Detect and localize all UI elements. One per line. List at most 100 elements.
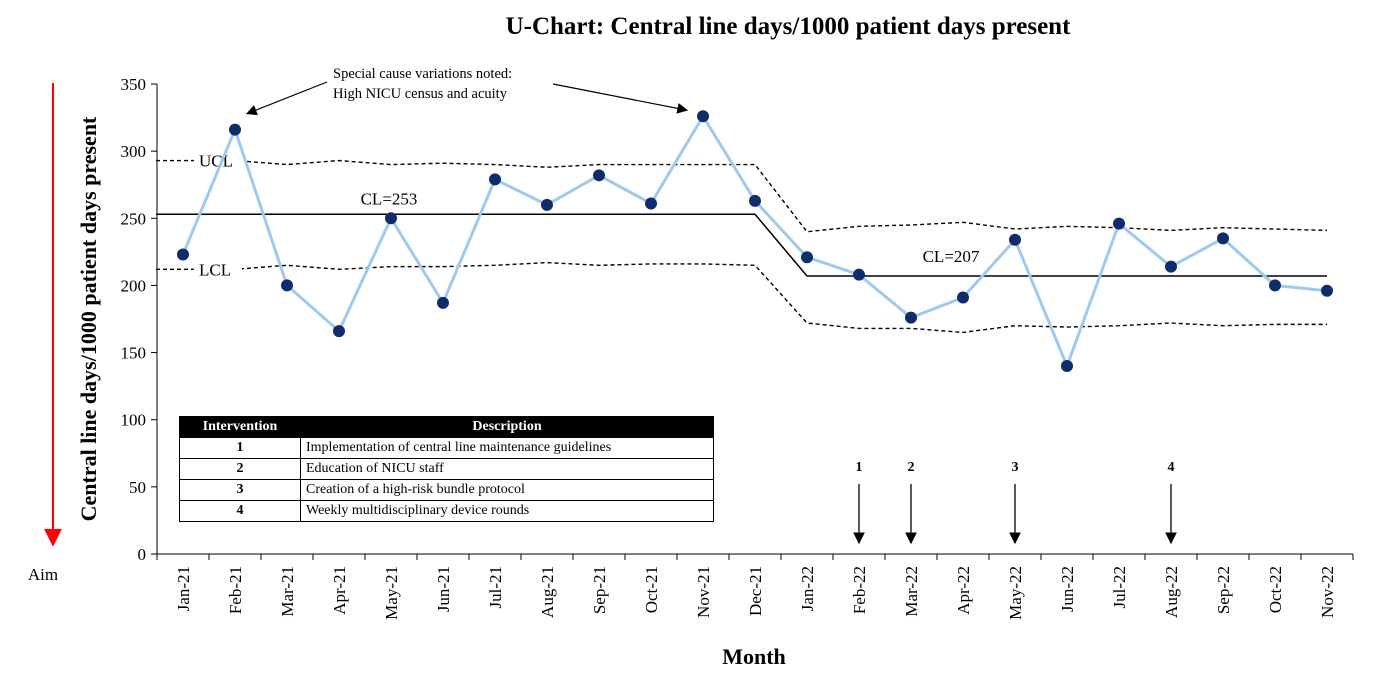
annotation-line-2: High NICU census and acuity xyxy=(333,86,508,102)
x-axis-ticks: Jan-21 Feb-21 Mar-21 Apr-21 May-21 Jun-21 Jul-… xyxy=(156,554,1354,620)
x-tick-label: Nov-22 xyxy=(1318,566,1337,618)
ucl-label-bg xyxy=(194,148,244,171)
axes xyxy=(156,84,1353,555)
x-tick-label: Jun-22 xyxy=(1058,566,1077,612)
intervention-number: 1 xyxy=(179,437,301,459)
table-row: 2 Education of NICU staff xyxy=(179,458,714,480)
x-tick-label: Jun-21 xyxy=(434,566,453,612)
data-point xyxy=(957,291,969,304)
cl-label-phase-1: CL=253 xyxy=(361,189,418,208)
annotation-line-1: Special cause variations noted: xyxy=(333,66,512,82)
y-tick-label: 0 xyxy=(138,545,147,564)
annotation-arrow-left xyxy=(245,81,328,116)
x-tick-label: Jan-22 xyxy=(798,566,817,611)
y-tick-label: 350 xyxy=(121,75,147,94)
header-intervention: Intervention xyxy=(179,416,301,438)
intervention-description: Creation of a high-risk bundle protocol xyxy=(300,479,714,501)
data-point xyxy=(541,198,553,211)
center-line xyxy=(156,213,1327,277)
x-tick-label: Apr-22 xyxy=(954,566,973,615)
intervention-description: Implementation of central line maintenan… xyxy=(300,437,714,459)
data-point xyxy=(1061,360,1073,372)
y-axis-ticks: 0 50 100 150 200 250 300 350 xyxy=(121,75,157,564)
y-tick-label: 150 xyxy=(121,344,147,363)
data-point xyxy=(1217,232,1229,245)
y-tick-label: 250 xyxy=(121,209,147,228)
x-tick-label: Aug-21 xyxy=(538,566,557,618)
data-point xyxy=(333,325,345,338)
data-point xyxy=(645,197,657,210)
control-limits: CL=253 CL=207 UCL LCL xyxy=(156,148,1328,334)
interventions-table: Intervention Description 1 Implementatio… xyxy=(179,416,714,522)
y-tick-label: 300 xyxy=(121,142,147,161)
data-point xyxy=(177,248,189,261)
x-tick-label: Jul-22 xyxy=(1110,566,1129,609)
intervention-number: 4 xyxy=(179,500,301,522)
ucl-line xyxy=(156,159,1328,233)
x-tick-label: Mar-22 xyxy=(902,566,921,617)
x-tick-label: Sep-22 xyxy=(1214,566,1233,614)
x-tick-label: Sep-21 xyxy=(590,566,609,614)
data-point xyxy=(281,279,293,292)
data-point xyxy=(749,194,761,207)
series-line xyxy=(181,113,1328,371)
x-tick-label: Mar-21 xyxy=(278,566,297,617)
x-tick-label: Oct-22 xyxy=(1266,566,1285,613)
lcl-label-bg xyxy=(194,257,242,280)
data-point xyxy=(1113,217,1125,230)
x-tick-label: Aug-22 xyxy=(1162,566,1181,618)
intervention-marker-label: 2 xyxy=(908,460,915,475)
special-cause-annotation: Special cause variations noted: High NIC… xyxy=(245,66,689,116)
y-tick-label: 200 xyxy=(121,276,147,295)
interventions-table-header: Intervention Description xyxy=(179,416,714,438)
cl-label-phase-2: CL=207 xyxy=(923,247,980,266)
y-axis-title: Central line days/1000 patient days pres… xyxy=(76,116,101,521)
x-tick-label: Dec-21 xyxy=(746,566,765,616)
header-description: Description xyxy=(300,416,714,438)
rate-series xyxy=(177,110,1333,372)
data-point xyxy=(853,268,865,281)
intervention-marker-label: 3 xyxy=(1012,460,1019,475)
data-point xyxy=(229,123,241,136)
ucl-label: UCL xyxy=(199,152,233,171)
data-point xyxy=(1321,284,1333,297)
x-tick-label: Jul-21 xyxy=(486,566,505,609)
data-point xyxy=(1269,279,1281,292)
x-tick-label: May-22 xyxy=(1006,566,1025,620)
intervention-number: 2 xyxy=(179,458,301,480)
data-point xyxy=(1165,260,1177,273)
data-point xyxy=(489,173,501,186)
aim-label: Aim xyxy=(28,565,58,584)
x-tick-label: Feb-21 xyxy=(226,566,245,614)
intervention-marker-label: 4 xyxy=(1168,460,1175,475)
y-tick-label: 100 xyxy=(121,411,147,430)
data-point xyxy=(1009,233,1021,246)
data-point xyxy=(697,110,709,123)
data-point xyxy=(437,296,449,309)
x-tick-label: Oct-21 xyxy=(642,566,661,613)
chart-title: U-Chart: Central line days/1000 patient … xyxy=(506,13,1071,40)
data-point xyxy=(905,311,917,324)
data-point xyxy=(385,212,397,225)
table-row: 4 Weekly multidisciplinary device rounds xyxy=(179,500,714,522)
y-tick-label: 50 xyxy=(129,478,146,497)
intervention-markers: 1 2 3 4 xyxy=(853,460,1177,545)
data-point xyxy=(801,251,813,264)
intervention-marker-label: 1 xyxy=(856,460,863,475)
x-tick-label: Jan-21 xyxy=(174,566,193,611)
data-point xyxy=(593,169,605,182)
table-row: 3 Creation of a high-risk bundle protoco… xyxy=(179,479,714,501)
table-row: 1 Implementation of central line mainten… xyxy=(179,437,714,459)
x-tick-label: Nov-21 xyxy=(694,566,713,618)
intervention-description: Weekly multidisciplinary device rounds xyxy=(300,500,714,522)
intervention-number: 3 xyxy=(179,479,301,501)
x-tick-label: May-21 xyxy=(382,566,401,620)
x-axis-title: Month xyxy=(722,644,786,669)
intervention-description: Education of NICU staff xyxy=(300,458,714,480)
x-tick-label: Feb-22 xyxy=(850,566,869,614)
lcl-line xyxy=(156,261,1327,334)
lcl-label: LCL xyxy=(199,260,231,279)
annotation-arrow-right xyxy=(552,83,689,114)
x-tick-label: Apr-21 xyxy=(330,566,349,615)
